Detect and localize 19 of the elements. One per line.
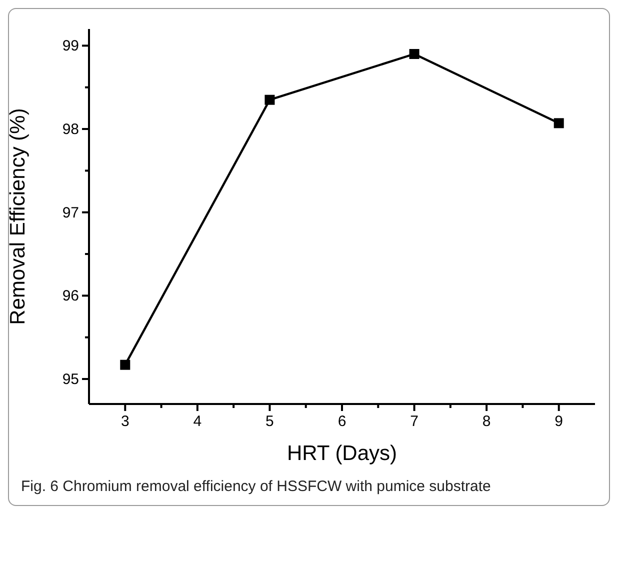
- caption: Fig. 6 Chromium removal efficiency of HSSFCW with pumice substrate: [20, 477, 492, 497]
- x-tick-label: 5: [266, 413, 274, 430]
- point: [120, 360, 130, 370]
- y-tick-label: 97: [62, 204, 79, 222]
- point: [264, 94, 275, 105]
- point: [409, 49, 420, 59]
- x-tick-label: 6: [338, 413, 346, 430]
- x-tick-label: 7: [410, 413, 418, 430]
- x-tick-label: 4: [193, 413, 202, 430]
- y-tick-label: 99: [62, 38, 79, 55]
- y-tick-label: 95: [62, 371, 79, 388]
- x-axis-title: HRT (Days): [286, 442, 398, 465]
- y-tick-label: 98: [62, 121, 79, 138]
- x-tick-label: 3: [120, 413, 130, 430]
- x-tick-label: 8: [482, 413, 491, 430]
- y-axis-title: Removal Efficiency (%): [6, 108, 30, 325]
- y-tick-label: 96: [62, 288, 79, 305]
- x-tick-label: 9: [554, 413, 564, 430]
- point: [554, 118, 564, 128]
